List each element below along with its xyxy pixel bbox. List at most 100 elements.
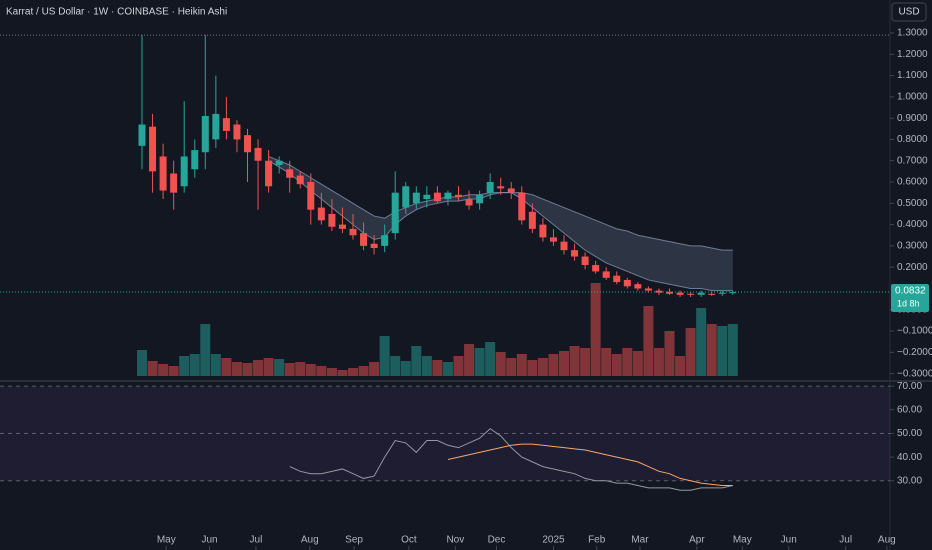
volume-bar [231,362,242,376]
volume-bar [274,359,285,376]
candle-body [138,124,146,146]
volume-bar [337,370,348,376]
candle-body [549,237,557,242]
candle-body [275,160,283,165]
price-tick-label: 0.4000 [897,219,928,230]
time-tick-label: Feb [588,535,606,546]
price-tick-label: 0.7000 [897,155,928,166]
rsi-tick-label: 70.00 [897,381,922,392]
candle-body [708,293,716,295]
volume-bar [189,354,200,376]
candle-body [286,169,294,178]
candle-body [729,292,737,294]
candle-body [265,160,273,187]
last-price-label: 0.0832 [895,286,926,297]
currency-button[interactable] [891,2,927,22]
candle-body [571,250,579,257]
candle-body [201,116,209,153]
candle-body [581,256,589,266]
time-tick-label: Sep [345,535,363,546]
candle-body [381,235,389,246]
rsi-line [289,428,733,491]
volume-bar [348,368,359,376]
time-tick-label: 2025 [542,535,565,546]
time-tick-label: Oct [401,535,417,546]
volume-bar [432,360,443,376]
time-tick-label: May [157,535,176,546]
volume-bar [284,363,295,376]
candle-body [370,243,378,249]
countdown-label: 1d 8h [897,298,920,308]
candle-body [433,192,441,202]
currency-label[interactable]: USD [898,7,919,18]
volume-bar [622,348,633,376]
volume-bar [685,328,696,376]
ribbon-area [268,156,733,291]
volume-bar [242,363,253,376]
candle-body [360,233,368,246]
price-tick-label: 0.3000 [897,241,928,252]
candle-body [613,275,621,283]
price-tick-label: 1.0000 [897,92,928,103]
chart-title: Karrat / US Dollar · 1W · COINBASE · Hei… [6,7,227,18]
time-tick-label: Jul [250,535,263,546]
price-tick-label: 1.3000 [897,28,928,39]
price-tick-label: −0.3000 [897,368,932,379]
candle-body [507,188,515,193]
time-tick-label: Apr [689,535,705,546]
time-tick-label: May [733,535,752,546]
volume-bar [559,351,570,376]
volume-bar [548,354,559,376]
volume-bar [464,344,475,376]
candle-body [180,156,188,187]
candle-body [676,292,684,295]
candle-body [687,293,695,295]
volume-bar [632,351,643,376]
volume-bar [569,346,580,376]
volume-bar [527,360,538,376]
volume-bar [590,283,601,376]
volume-bar [516,354,527,376]
time-tick-label: Aug [878,535,896,546]
candle-body [444,192,452,200]
candle-body [191,150,199,170]
volume-bar [537,358,548,376]
volume-bar [358,366,369,376]
candle-body [497,186,505,189]
candle-body [666,291,674,294]
volume-bar [474,348,485,376]
candle-body [296,175,304,185]
volume-bar [221,358,232,376]
candle-body [602,271,610,278]
candle-body [307,182,315,210]
candle-body [349,228,357,236]
candle-body [539,224,547,238]
volume-bar [442,362,453,376]
volume-bar [727,324,738,376]
last-price-tag [891,284,929,313]
rsi-tick-label: 40.00 [897,452,922,463]
volume-bar [369,362,380,376]
volume-bar [168,366,179,376]
volume-bar [200,324,211,376]
rsi-band [0,386,890,481]
time-tick-label: Jun [201,535,217,546]
volume-bar [179,356,190,376]
volume-bar [675,356,686,376]
volume-bar [717,326,728,376]
volume-bar [263,358,274,376]
volume-bar [580,348,591,376]
volume-bar [305,364,316,376]
volume-bar [664,331,675,376]
candle-body [391,192,399,234]
candle-body [317,207,325,221]
candle-body [455,194,463,197]
volume-bar [706,324,717,376]
time-tick-label: Aug [301,535,319,546]
rsi-line [447,443,733,487]
candle-body [697,292,705,295]
volume-bar [601,348,612,376]
candle-body [560,241,568,251]
